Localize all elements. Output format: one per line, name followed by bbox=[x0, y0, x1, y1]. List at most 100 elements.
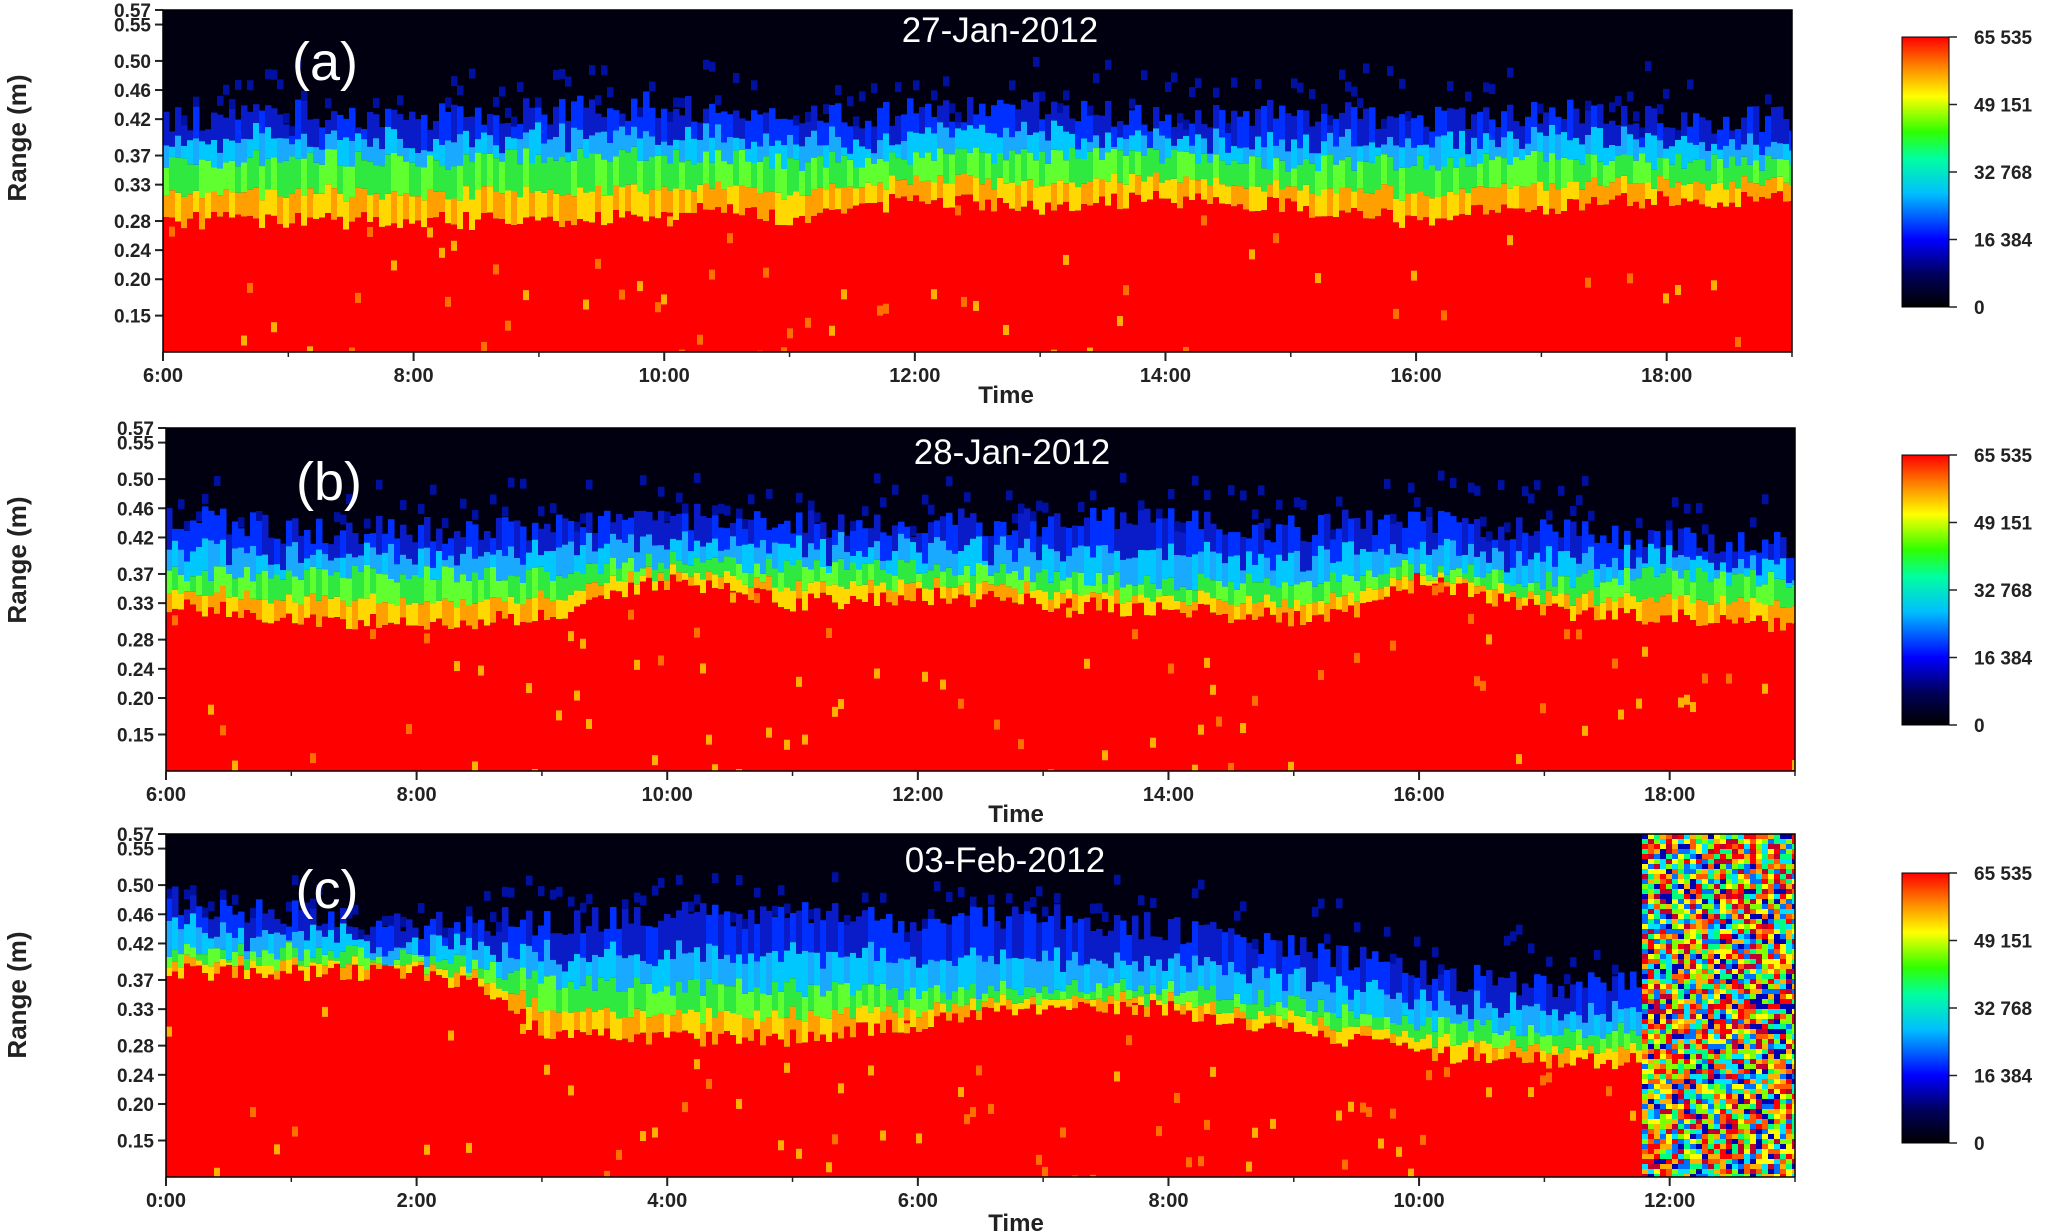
heatmap-cell bbox=[211, 140, 218, 168]
heatmap-cell bbox=[757, 161, 764, 194]
heatmap-cell bbox=[1765, 146, 1772, 156]
heatmap-cell bbox=[1264, 978, 1271, 1007]
heatmap-cell bbox=[766, 529, 773, 554]
heatmap-cell bbox=[1657, 176, 1664, 192]
heatmap-cell bbox=[580, 604, 587, 771]
heatmap-cell bbox=[1594, 586, 1601, 606]
heatmap-cell bbox=[1486, 1087, 1493, 1098]
heatmap-cell bbox=[1276, 1027, 1283, 1177]
heatmap-cell bbox=[286, 520, 293, 547]
heatmap-cell bbox=[1477, 111, 1484, 149]
heatmap-cell bbox=[886, 573, 893, 590]
heatmap-cell bbox=[1423, 126, 1430, 145]
heatmap-cell bbox=[883, 133, 890, 162]
heatmap-cell bbox=[1000, 536, 1007, 564]
heatmap-cell bbox=[1216, 928, 1223, 965]
heatmap-cell bbox=[1639, 127, 1646, 138]
heatmap-cell bbox=[1138, 584, 1145, 595]
heatmap-cell bbox=[1081, 159, 1088, 184]
heatmap-cell bbox=[901, 179, 908, 197]
heatmap-cell bbox=[1642, 854, 1649, 860]
heatmap-cell bbox=[1090, 1174, 1097, 1177]
heatmap-cell bbox=[904, 990, 911, 1007]
heatmap-cell bbox=[1654, 949, 1661, 955]
heatmap-cell bbox=[1483, 82, 1490, 93]
heatmap-cell bbox=[1036, 560, 1043, 573]
heatmap-cell bbox=[892, 1012, 899, 1033]
heatmap-cell bbox=[1486, 603, 1493, 771]
heatmap-cell bbox=[1666, 1119, 1673, 1125]
heatmap-cell bbox=[1120, 960, 1127, 979]
heatmap-cell bbox=[1636, 557, 1643, 579]
heatmap-cell bbox=[328, 911, 335, 931]
heatmap-cell bbox=[1636, 987, 1643, 1012]
heatmap-cell bbox=[562, 544, 569, 579]
heatmap-cell bbox=[727, 164, 734, 187]
heatmap-cell bbox=[370, 568, 377, 594]
heatmap-cell bbox=[1660, 979, 1667, 985]
heatmap-cell bbox=[706, 517, 713, 543]
heatmap-cell bbox=[1297, 148, 1304, 165]
heatmap-cell bbox=[418, 954, 425, 957]
heatmap-cell bbox=[1447, 157, 1454, 192]
heatmap-cell bbox=[343, 118, 350, 138]
heatmap-cell bbox=[1225, 123, 1232, 134]
heatmap-cell bbox=[361, 139, 368, 161]
heatmap-cell bbox=[394, 968, 401, 1177]
heatmap-cell bbox=[670, 995, 677, 1016]
heatmap-cell bbox=[1669, 187, 1676, 207]
heatmap-cell bbox=[376, 573, 383, 604]
heatmap-cell bbox=[445, 296, 452, 307]
heatmap-cell bbox=[1228, 1012, 1235, 1024]
heatmap-cell bbox=[1318, 583, 1325, 601]
heatmap-cell bbox=[1165, 157, 1172, 181]
heatmap-cell bbox=[1168, 595, 1175, 611]
heatmap-cell bbox=[664, 580, 671, 591]
heatmap-cell bbox=[391, 191, 398, 224]
heatmap-cell bbox=[1756, 575, 1763, 587]
heatmap-cell bbox=[391, 129, 398, 153]
heatmap-cell bbox=[346, 606, 353, 629]
heatmap-cell bbox=[1465, 166, 1472, 194]
heatmap-cell bbox=[1648, 974, 1655, 980]
heatmap-cell bbox=[1654, 909, 1661, 915]
x-tick-label: 10:00 bbox=[642, 784, 693, 806]
heatmap-cell bbox=[1261, 191, 1268, 211]
heatmap-cell bbox=[1006, 597, 1013, 771]
heatmap-cell bbox=[1369, 142, 1376, 163]
heatmap-cell bbox=[1306, 1010, 1313, 1024]
heatmap-cell bbox=[196, 546, 203, 576]
heatmap-cell bbox=[427, 155, 434, 190]
heatmap-cell bbox=[1306, 1023, 1313, 1035]
heatmap-cell bbox=[1192, 1021, 1199, 1177]
heatmap-cell bbox=[1252, 968, 1259, 1005]
heatmap-cell bbox=[463, 154, 470, 187]
heatmap-cell bbox=[862, 556, 869, 564]
heatmap-cell bbox=[298, 966, 305, 971]
heatmap-cell bbox=[1747, 164, 1754, 183]
heatmap-cell bbox=[874, 514, 881, 542]
heatmap-cell bbox=[1258, 989, 1265, 1011]
y-tick-label: 0.37 bbox=[114, 147, 151, 168]
heatmap-cell bbox=[1654, 984, 1661, 990]
heatmap-cell bbox=[1174, 1003, 1181, 1011]
heatmap-cell bbox=[580, 545, 587, 574]
heatmap-cell bbox=[1660, 1114, 1667, 1120]
heatmap-cell bbox=[1654, 1114, 1661, 1120]
heatmap-cell bbox=[208, 966, 215, 981]
heatmap-cell bbox=[1138, 602, 1145, 771]
heatmap-cell bbox=[886, 1019, 893, 1177]
heatmap-cell bbox=[496, 929, 503, 962]
heatmap-cell bbox=[331, 111, 338, 131]
heatmap-cell bbox=[1495, 187, 1502, 213]
heatmap-cell bbox=[217, 95, 224, 106]
heatmap-cell bbox=[280, 971, 287, 1177]
heatmap-cell bbox=[958, 887, 965, 898]
heatmap-cell bbox=[424, 974, 431, 982]
heatmap-cell bbox=[448, 987, 455, 1177]
heatmap-cell bbox=[1201, 153, 1208, 180]
heatmap-cell bbox=[298, 604, 305, 625]
heatmap-cell bbox=[874, 559, 881, 586]
heatmap-cell bbox=[262, 965, 269, 978]
